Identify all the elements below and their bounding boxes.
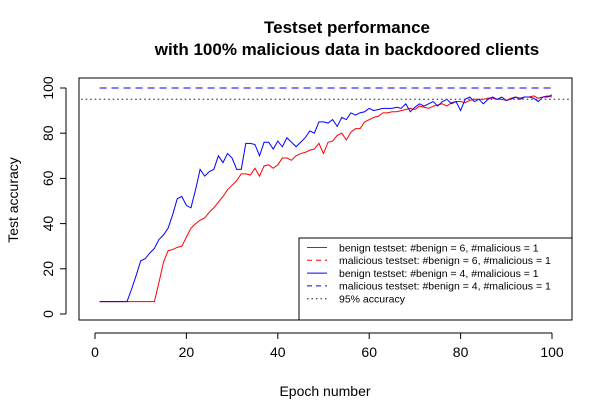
y-tick-label: 0 (40, 310, 56, 318)
x-axis: 0 20 40 60 80 100 (91, 332, 564, 360)
y-axis: 0 20 40 60 80 100 (40, 76, 67, 318)
legend: benign testset: #benign = 6, #malicious … (298, 237, 573, 321)
legend-entry-label: malicious testset: #benign = 4, #malicio… (339, 281, 551, 293)
x-tick-label: 80 (453, 344, 469, 360)
y-tick-label: 60 (40, 170, 56, 186)
x-axis-label: Epoch number (279, 383, 370, 399)
y-tick-label: 20 (40, 261, 56, 277)
legend-entry-label: benign testset: #benign = 4, #malicious … (339, 268, 539, 280)
x-tick-label: 60 (361, 344, 377, 360)
legend-entry-label: 95% accuracy (339, 294, 406, 306)
legend-entry-label: benign testset: #benign = 6, #malicious … (339, 242, 539, 254)
series-line-3 (99, 94, 553, 303)
x-tick-label: 20 (179, 344, 195, 360)
x-tick-label: 0 (91, 344, 99, 360)
chart-title-line-1: Testset performance (264, 18, 430, 37)
x-tick-label: 40 (270, 344, 286, 360)
y-tick-label: 100 (40, 76, 56, 100)
legend-entry-label: malicious testset: #benign = 6, #malicio… (339, 255, 551, 267)
y-axis-label: Test accuracy (5, 157, 21, 243)
chart-title-line-2: with 100% malicious data in backdoored c… (154, 40, 540, 59)
y-tick-label: 40 (40, 216, 56, 232)
series-layer (79, 87, 571, 303)
x-tick-label: 100 (540, 344, 564, 360)
y-tick-label: 80 (40, 125, 56, 141)
legend-box (298, 237, 573, 321)
series-line-1 (99, 95, 553, 303)
